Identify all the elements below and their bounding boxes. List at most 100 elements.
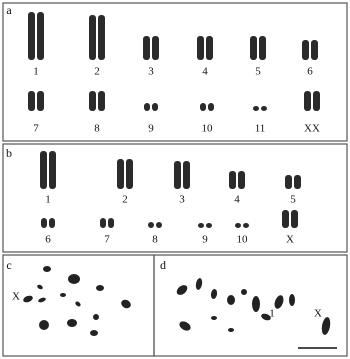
chromosome (41, 218, 47, 228)
chromosome-number: 10 (237, 234, 249, 246)
chromosome (37, 12, 44, 60)
chromosome-number: 6 (307, 66, 313, 78)
panel-label: d (160, 258, 166, 272)
chromosome-number: 2 (94, 66, 100, 78)
chromosome (90, 330, 98, 336)
chromosome-number: 2 (122, 194, 128, 206)
chromosome (40, 151, 47, 189)
chromosome (313, 91, 320, 111)
chromosome-number: 1 (45, 194, 51, 206)
chromosome (176, 285, 188, 295)
chromosome-number: 9 (148, 123, 154, 135)
chromosome (156, 222, 162, 228)
chromosome-number: 3 (179, 194, 185, 206)
chromosome (211, 316, 217, 320)
chromosome-number: X (286, 234, 294, 246)
chromosome (60, 293, 66, 297)
chromosome-number: 5 (290, 194, 296, 206)
chromosome-number: 6 (45, 234, 51, 246)
chromosome-number: 4 (202, 66, 208, 78)
chromosome (37, 91, 44, 111)
chromosome (100, 218, 106, 228)
chromosome (43, 266, 51, 272)
chromosome (148, 222, 154, 228)
chromosome (126, 159, 133, 189)
chromosome (179, 321, 191, 331)
panel-label: c (6, 258, 11, 272)
chromosome (321, 317, 331, 335)
chromosome-marker: X (12, 291, 20, 303)
chromosome (49, 218, 55, 228)
chromosome-number: 11 (255, 123, 266, 135)
chromosome (229, 171, 236, 189)
chromosome (152, 36, 159, 60)
chromosome (311, 40, 318, 60)
chromosome (75, 301, 81, 307)
chromosome (304, 91, 311, 111)
chromosome (117, 159, 124, 189)
chromosome (198, 223, 204, 228)
chromosome (250, 36, 257, 60)
chromosome (38, 297, 46, 303)
chromosome (206, 223, 212, 228)
chromosome (49, 151, 56, 189)
chromosome-number: 5 (255, 66, 261, 78)
panel-label: a (6, 3, 12, 17)
chromosome (285, 175, 292, 189)
chromosome (121, 299, 131, 309)
chromosome (282, 210, 289, 228)
chromosome (89, 15, 96, 60)
chromosome-number: 10 (202, 123, 214, 135)
chromosome (143, 36, 150, 60)
chromosome (210, 289, 218, 299)
panel-a-frame (2, 2, 348, 142)
chromosome (289, 294, 295, 306)
chromosome (67, 319, 77, 327)
chromosome (261, 313, 271, 321)
chromosome (227, 295, 235, 305)
chromosome-number: 7 (33, 123, 39, 135)
chromosome (89, 91, 96, 111)
chromosome (96, 285, 104, 291)
panel-d-frame (153, 254, 348, 357)
chromosome (291, 210, 298, 228)
chromosome-number: 8 (94, 123, 100, 135)
chromosome (261, 106, 267, 111)
chromosome (252, 296, 260, 312)
panel-b-frame (2, 143, 348, 253)
chromosome (243, 223, 249, 228)
chromosome (68, 274, 80, 284)
chromosome (208, 103, 214, 111)
chromosome (93, 314, 99, 320)
chromosome-marker: 1 (269, 308, 275, 320)
chromosome (98, 91, 105, 111)
chromosome (108, 218, 114, 228)
chromosome (253, 106, 259, 111)
chromosome (274, 295, 284, 309)
chromosome (23, 295, 33, 303)
chromosome-marker: X (314, 308, 322, 320)
chromosome (200, 103, 206, 111)
chromosome (259, 36, 266, 60)
chromosome (294, 175, 301, 189)
chromosome-number: 9 (202, 234, 208, 246)
chromosome (37, 284, 43, 290)
chromosome-number: 8 (152, 234, 158, 246)
chromosome-number: XX (304, 123, 320, 135)
chromosome (98, 15, 105, 60)
chromosome-number: 7 (104, 234, 110, 246)
chromosome (197, 36, 204, 60)
chromosome-number: 1 (33, 66, 39, 78)
panel-label: b (6, 146, 12, 160)
chromosome (174, 161, 181, 189)
chromosome (144, 103, 150, 111)
chromosome (152, 103, 158, 111)
chromosome (183, 161, 190, 189)
chromosome (206, 36, 213, 60)
chromosome (195, 278, 203, 290)
chromosome (241, 289, 247, 295)
chromosome (28, 12, 35, 60)
chromosome-number: 4 (234, 194, 240, 206)
chromosome (235, 223, 241, 228)
